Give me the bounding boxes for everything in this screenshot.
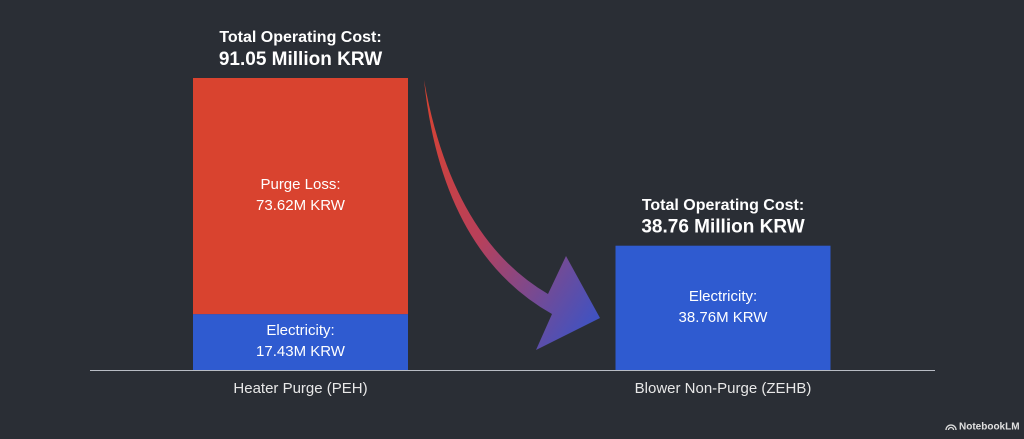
segment-label: Electricity:	[689, 288, 757, 305]
segment-label: Purge Loss:	[260, 176, 340, 193]
bar-segment	[193, 78, 408, 315]
total-title: Total Operating Cost:	[642, 197, 804, 214]
segment-value-label: 73.62M KRW	[256, 197, 346, 214]
watermark-icon	[945, 424, 957, 431]
total-title: Total Operating Cost:	[219, 29, 381, 46]
transition-arrow	[424, 80, 600, 350]
bar-segment	[615, 245, 831, 370]
bar-segment	[193, 314, 408, 370]
segment-label: Electricity:	[266, 322, 334, 339]
total-value: 38.76 Million KRW	[641, 217, 804, 238]
watermark-group: NotebookLM	[945, 422, 1020, 433]
x-tick-label: Heater Purge (PEH)	[233, 380, 367, 397]
segment-value-label: 38.76M KRW	[679, 309, 769, 326]
total-value: 91.05 Million KRW	[219, 49, 382, 70]
x-tick-label: Blower Non-Purge (ZEHB)	[635, 380, 812, 397]
segment-value-label: 17.43M KRW	[256, 343, 346, 360]
watermark: NotebookLM	[959, 422, 1020, 433]
